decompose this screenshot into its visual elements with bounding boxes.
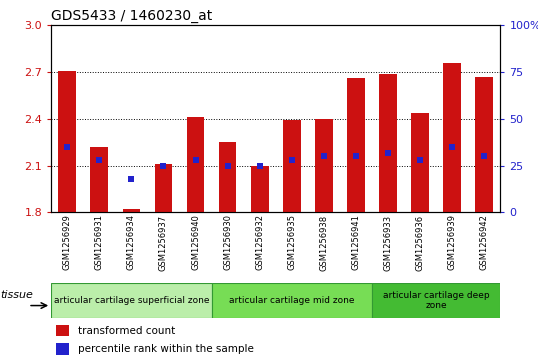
Point xyxy=(223,163,232,168)
Text: GSM1256942: GSM1256942 xyxy=(480,215,489,270)
Bar xyxy=(90,147,108,212)
Bar xyxy=(283,121,301,212)
Bar xyxy=(372,283,500,318)
Text: GSM1256937: GSM1256937 xyxy=(159,215,168,270)
Bar xyxy=(187,117,204,212)
Text: GSM1256932: GSM1256932 xyxy=(255,215,264,270)
Text: GSM1256938: GSM1256938 xyxy=(320,215,328,270)
Point xyxy=(95,157,103,163)
Bar xyxy=(347,78,365,212)
Bar xyxy=(443,63,461,212)
Bar xyxy=(411,113,429,212)
Bar xyxy=(58,70,76,212)
Point xyxy=(320,153,328,159)
Text: percentile rank within the sample: percentile rank within the sample xyxy=(78,344,254,354)
Point xyxy=(287,157,296,163)
Text: GSM1256940: GSM1256940 xyxy=(191,215,200,270)
Text: GSM1256941: GSM1256941 xyxy=(351,215,360,270)
Text: articular cartilage deep
zone: articular cartilage deep zone xyxy=(383,291,490,310)
Text: GSM1256931: GSM1256931 xyxy=(95,215,104,270)
Text: GSM1256936: GSM1256936 xyxy=(416,215,424,270)
Bar xyxy=(315,119,332,212)
Bar xyxy=(55,325,69,336)
Bar xyxy=(211,283,372,318)
Point xyxy=(352,153,360,159)
Point xyxy=(256,163,264,168)
Point xyxy=(63,144,72,150)
Point xyxy=(384,150,392,155)
Text: tissue: tissue xyxy=(0,290,33,300)
Bar xyxy=(251,166,268,212)
Point xyxy=(127,176,136,182)
Text: GDS5433 / 1460230_at: GDS5433 / 1460230_at xyxy=(51,9,213,23)
Point xyxy=(159,163,168,168)
Point xyxy=(480,153,489,159)
Point xyxy=(416,157,424,163)
Bar xyxy=(379,74,397,212)
Text: GSM1256929: GSM1256929 xyxy=(62,215,72,270)
Text: GSM1256930: GSM1256930 xyxy=(223,215,232,270)
Text: GSM1256933: GSM1256933 xyxy=(384,215,393,270)
Text: articular cartilage mid zone: articular cartilage mid zone xyxy=(229,296,355,305)
Bar xyxy=(51,283,211,318)
Text: GSM1256935: GSM1256935 xyxy=(287,215,296,270)
Bar xyxy=(55,343,69,355)
Point xyxy=(448,144,457,150)
Text: transformed count: transformed count xyxy=(78,326,175,336)
Text: articular cartilage superficial zone: articular cartilage superficial zone xyxy=(54,296,209,305)
Bar xyxy=(123,209,140,212)
Bar xyxy=(154,164,172,212)
Point xyxy=(191,157,200,163)
Bar xyxy=(476,77,493,212)
Text: GSM1256939: GSM1256939 xyxy=(448,215,457,270)
Text: GSM1256934: GSM1256934 xyxy=(127,215,136,270)
Bar xyxy=(219,142,236,212)
